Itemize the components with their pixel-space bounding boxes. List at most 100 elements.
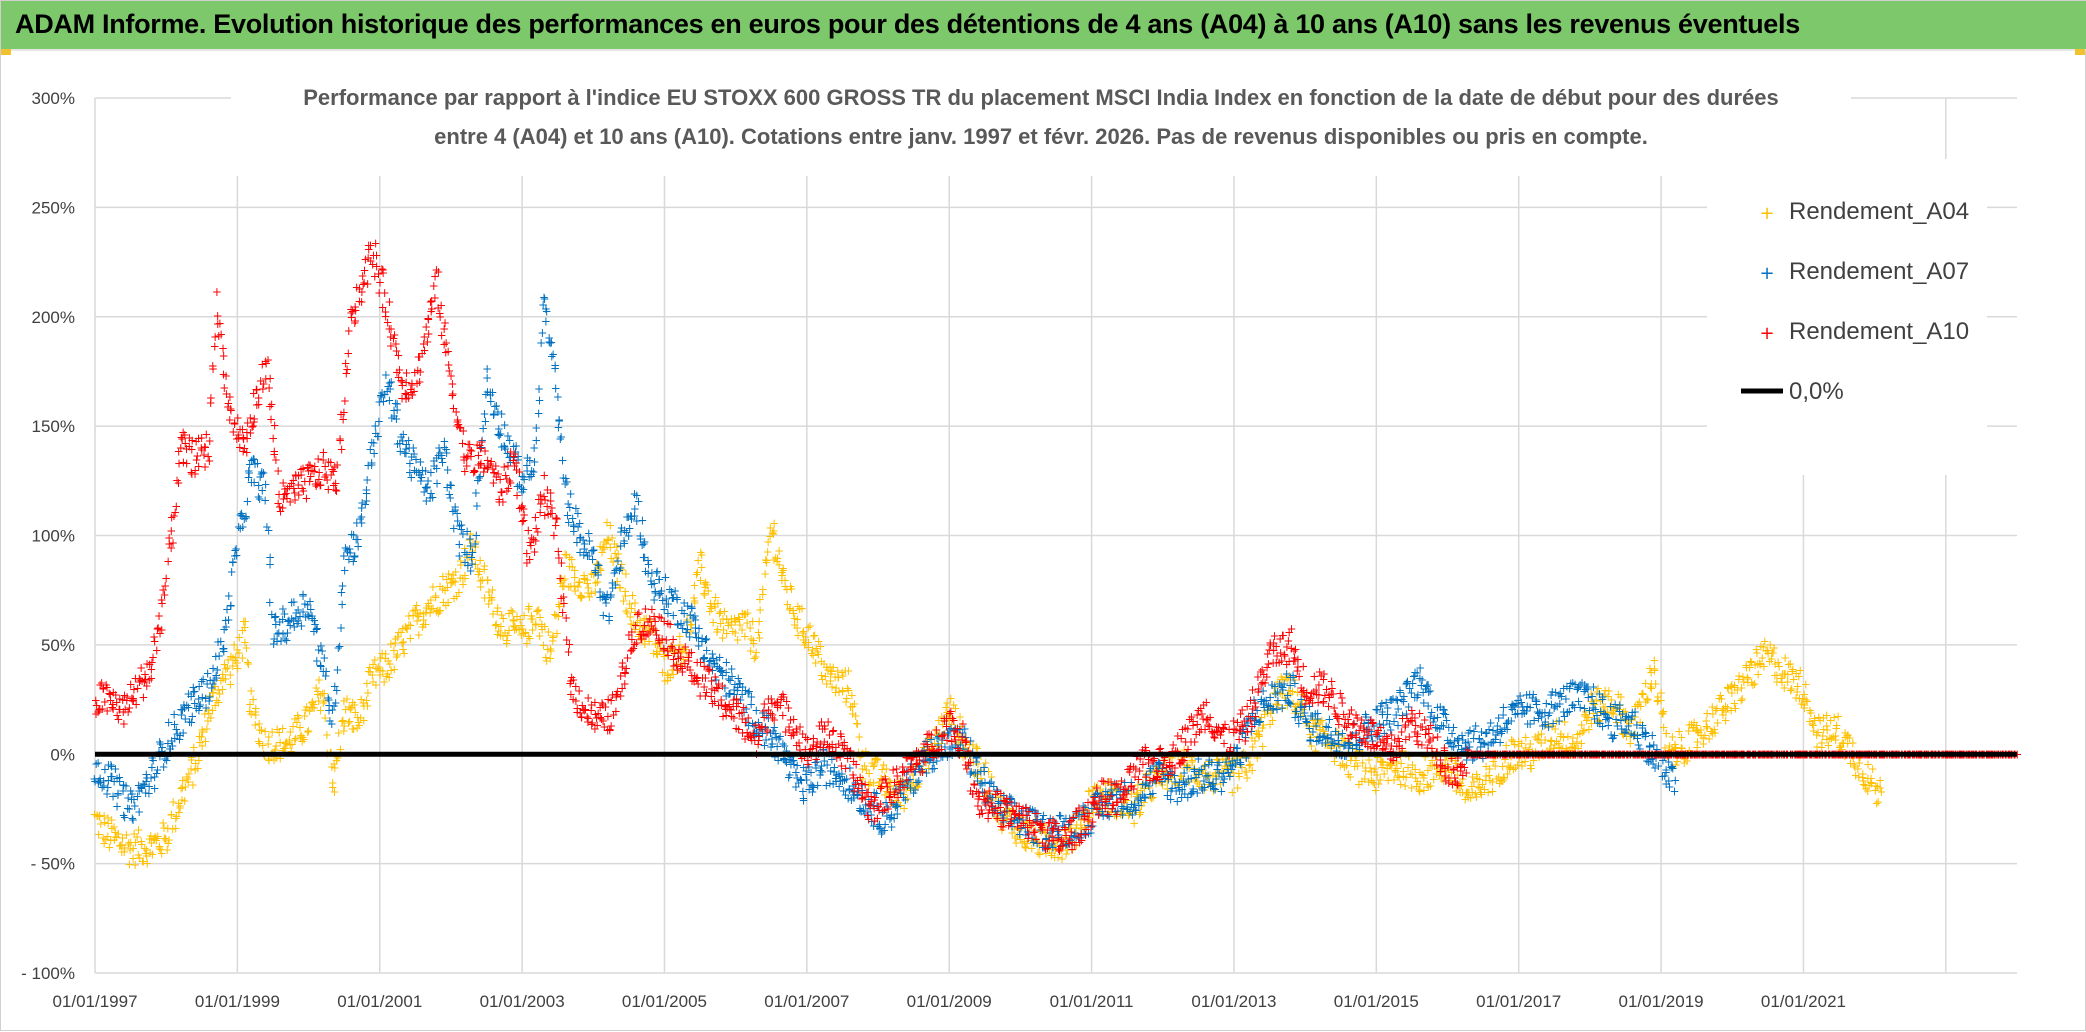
data-point: + bbox=[212, 285, 222, 299]
data-point: + bbox=[301, 491, 311, 505]
data-point: + bbox=[440, 316, 450, 330]
data-point: + bbox=[336, 621, 346, 635]
data-point: + bbox=[433, 265, 443, 279]
data-point: + bbox=[204, 454, 214, 468]
data-point: + bbox=[1298, 660, 1308, 674]
data-point: + bbox=[223, 613, 233, 627]
data-point: + bbox=[270, 418, 280, 432]
data-point: + bbox=[378, 266, 388, 280]
data-point: + bbox=[212, 663, 222, 677]
data-point: + bbox=[332, 458, 342, 472]
data-point: + bbox=[332, 663, 342, 677]
data-point: + bbox=[1876, 785, 1886, 799]
data-point: + bbox=[399, 647, 409, 661]
data-point: + bbox=[428, 491, 438, 505]
data-point: + bbox=[384, 295, 394, 309]
data-point: + bbox=[442, 446, 452, 460]
data-point: + bbox=[432, 476, 442, 490]
data-point: + bbox=[1258, 739, 1268, 753]
data-point: + bbox=[264, 524, 274, 538]
data-point: + bbox=[119, 717, 129, 731]
data-point: + bbox=[168, 536, 178, 550]
data-point: + bbox=[566, 487, 576, 501]
data-point: + bbox=[242, 494, 252, 508]
data-point: + bbox=[267, 397, 277, 411]
data-point: + bbox=[539, 469, 549, 483]
data-point: + bbox=[171, 500, 181, 514]
data-point: + bbox=[268, 432, 278, 446]
data-point: + bbox=[249, 412, 259, 426]
data-point: + bbox=[232, 548, 242, 562]
data-point: + bbox=[593, 568, 603, 582]
data-point: + bbox=[157, 623, 167, 637]
data-point: + bbox=[550, 358, 560, 372]
data-point: + bbox=[1795, 664, 1805, 678]
data-point: + bbox=[564, 637, 574, 651]
data-point: + bbox=[553, 390, 563, 404]
data-point: + bbox=[751, 646, 761, 660]
data-point: + bbox=[446, 478, 456, 492]
data-point: + bbox=[633, 494, 643, 508]
data-point: + bbox=[154, 609, 164, 623]
data-point: + bbox=[186, 715, 196, 729]
data-point: + bbox=[637, 514, 647, 528]
data-point: + bbox=[769, 524, 779, 538]
data-point: + bbox=[458, 424, 468, 438]
data-point: + bbox=[180, 794, 190, 808]
data-point: + bbox=[561, 611, 571, 625]
data-point: + bbox=[260, 494, 270, 508]
data-point: + bbox=[226, 599, 236, 613]
data-point: + bbox=[200, 735, 210, 749]
data-point: + bbox=[1286, 622, 1296, 636]
data-point: + bbox=[815, 640, 825, 654]
data-point: + bbox=[758, 583, 768, 597]
data-point: + bbox=[1251, 700, 1261, 714]
data-point: + bbox=[556, 430, 566, 444]
data-point: + bbox=[263, 353, 273, 367]
data-point: + bbox=[487, 583, 497, 597]
data-point: + bbox=[443, 344, 453, 358]
performance-scatter-chart: ++++++++++++++++++++++++++++++++++++++++… bbox=[1, 51, 2086, 1032]
data-point: + bbox=[519, 508, 529, 522]
data-point: + bbox=[534, 407, 544, 421]
data-point: + bbox=[557, 454, 567, 468]
data-point: + bbox=[241, 511, 251, 525]
data-point: + bbox=[852, 717, 862, 731]
data-point: + bbox=[265, 558, 275, 572]
data-point: + bbox=[332, 684, 342, 698]
data-point: + bbox=[701, 632, 711, 646]
data-point: + bbox=[305, 595, 315, 609]
data-point: + bbox=[555, 571, 565, 585]
data-point: + bbox=[329, 785, 339, 799]
data-point: + bbox=[1649, 654, 1659, 668]
data-point: + bbox=[152, 644, 162, 658]
data-point: + bbox=[1667, 760, 1677, 774]
data-point: + bbox=[1658, 707, 1668, 721]
data-point: + bbox=[337, 443, 347, 457]
data-point: + bbox=[482, 371, 492, 385]
data-point: + bbox=[665, 618, 675, 632]
data-point: + bbox=[240, 615, 250, 629]
data-point: + bbox=[843, 664, 853, 678]
data-point: + bbox=[529, 455, 539, 469]
data-point: + bbox=[542, 304, 552, 318]
data-point: + bbox=[531, 434, 541, 448]
data-point: + bbox=[552, 512, 562, 526]
data-point: + bbox=[851, 758, 861, 772]
data-point: + bbox=[261, 478, 271, 492]
data-point: + bbox=[534, 382, 544, 396]
data-point: + bbox=[311, 622, 321, 636]
data-point: + bbox=[373, 430, 383, 444]
data-point: + bbox=[611, 705, 621, 719]
data-point: + bbox=[327, 717, 337, 731]
data-point: + bbox=[188, 778, 198, 792]
data-point: + bbox=[443, 463, 453, 477]
data-point: + bbox=[356, 510, 366, 524]
data-point: + bbox=[242, 446, 252, 460]
data-point: + bbox=[436, 298, 446, 312]
data-point: + bbox=[415, 365, 425, 379]
data-point: + bbox=[134, 805, 144, 819]
data-point: + bbox=[1247, 763, 1257, 777]
data-point: + bbox=[448, 387, 458, 401]
data-point: + bbox=[755, 603, 765, 617]
